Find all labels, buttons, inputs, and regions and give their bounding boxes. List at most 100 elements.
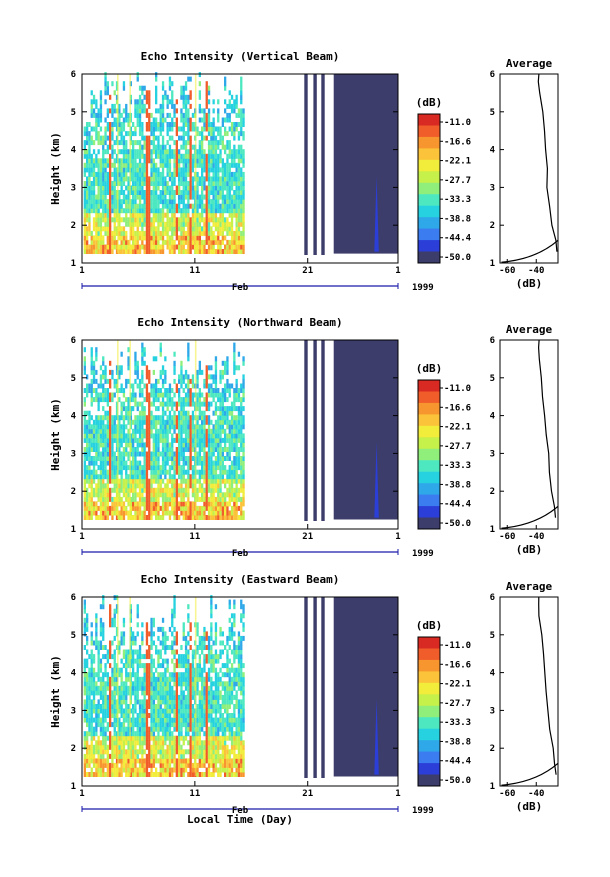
heatmap-cell [201,117,204,123]
heatmap-cell [166,437,169,443]
y-tick-label: 4 [71,146,77,156]
heatmap-cell [106,510,109,516]
heatmap-cell [198,149,201,155]
heatmap-cell [83,704,86,709]
heatmap-cell [224,419,227,425]
heatmap-cell [180,437,183,443]
heatmap-cell [166,401,169,407]
heatmap-cell [143,108,146,114]
heatmap-cell [237,171,241,177]
heatmap-cell [141,369,144,375]
heatmap-cell [99,103,103,109]
heatmap-cell [111,505,114,511]
heatmap-cell [237,122,241,127]
heatmap-cell [159,424,162,430]
colorbar-swatch [418,228,440,241]
heatmap-cell [226,433,229,439]
heatmap-cell [228,203,231,209]
heatmap-cell [134,483,137,489]
heatmap-cell [106,735,109,741]
heatmap-cell [141,676,144,682]
heatmap-cell [233,244,236,250]
heatmap-cell [180,126,183,132]
y-tick-label: 5 [71,374,76,384]
heatmap-cell [161,672,165,678]
heatmap-cell [83,492,86,498]
heatmap-cell [102,672,105,678]
heatmap-cell [168,221,172,227]
heatmap-cell [90,194,93,200]
heatmap-cell [132,469,135,475]
heatmap-cell [207,424,211,430]
heatmap-cell [173,437,176,443]
heatmap-cell [122,433,126,439]
heatmap-cell [150,663,153,669]
heatmap-cell [173,162,176,168]
heatmap-cell [106,713,109,718]
heatmap-cell [111,460,114,466]
colorbar-tick-label: -22.1 [444,423,471,433]
heatmap-cell [166,492,169,498]
heatmap-cell [207,456,211,461]
heatmap-cell [148,117,151,123]
heatmap-cell [134,640,137,646]
heatmap-cell [97,181,100,186]
heatmap-cell [210,199,213,205]
heatmap-cell [233,397,236,403]
heatmap-cell [83,397,86,403]
heatmap-cell [120,515,123,520]
heatmap-cell [235,249,238,254]
heatmap-cell [83,631,86,637]
heatmap-cell [161,144,165,150]
heatmap-cell [118,369,121,375]
heatmap-cell [187,76,190,82]
heatmap-cell [237,415,241,421]
heatmap-cell [210,185,213,191]
heatmap-cell [207,515,211,520]
x-tick-label: 1 [395,532,400,542]
heatmap-cell [99,474,103,480]
heatmap-cell [235,492,238,498]
heatmap-cell [122,181,126,186]
heatmap-cell [86,762,89,768]
heatmap-cell [102,717,105,723]
heatmap-cell [118,103,121,109]
heatmap-cell [92,492,96,498]
heatmap-cell [92,699,96,705]
heatmap-cell [86,424,89,430]
heatmap-cell [120,239,123,245]
heatmap-cell [230,203,234,209]
heatmap-cell [155,383,158,389]
heatmap-cell [113,428,116,434]
heatmap-cell [191,122,195,127]
heatmap-cell [242,483,245,489]
heatmap-cell [161,663,165,669]
heatmap-cell [97,740,100,746]
heatmap-cell [95,640,98,646]
heatmap-cell [157,772,160,777]
heatmap-cell [159,663,162,669]
heatmap-cell [111,415,114,421]
heatmap-cell [136,72,139,78]
heatmap-cell [99,744,103,750]
heatmap-cell [141,239,144,245]
heatmap-cell [168,239,172,245]
heatmap-cell [166,424,169,430]
heatmap-cell [95,203,98,209]
heatmap-cell [136,658,139,664]
heatmap-cell [235,226,238,232]
heatmap-cell [150,694,153,700]
heatmap-cell [88,149,91,155]
heatmap-cell [136,663,139,669]
heatmap-cell [106,487,109,493]
heatmap-cell [242,212,245,218]
heatmap-cell [138,451,142,457]
heatmap-cell [145,622,149,628]
heatmap-cell [210,153,213,159]
heatmap-cell [145,374,149,380]
heatmap-cell [178,419,181,425]
heatmap-cell [92,667,96,673]
heatmap-cell [120,149,123,155]
heatmap-cell [106,722,109,728]
heatmap-cell [189,140,192,146]
